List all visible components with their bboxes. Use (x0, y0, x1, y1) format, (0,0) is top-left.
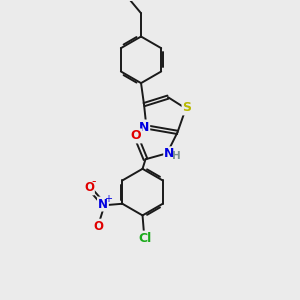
Text: S: S (182, 101, 191, 114)
Text: O: O (131, 130, 141, 142)
Text: Cl: Cl (139, 232, 152, 244)
Text: H: H (172, 151, 180, 161)
Text: -: - (91, 176, 96, 188)
Text: +: + (104, 194, 112, 204)
Text: N: N (164, 147, 175, 161)
Text: O: O (94, 220, 103, 232)
Text: N: N (139, 121, 149, 134)
Text: N: N (98, 197, 108, 211)
Text: O: O (84, 182, 94, 194)
